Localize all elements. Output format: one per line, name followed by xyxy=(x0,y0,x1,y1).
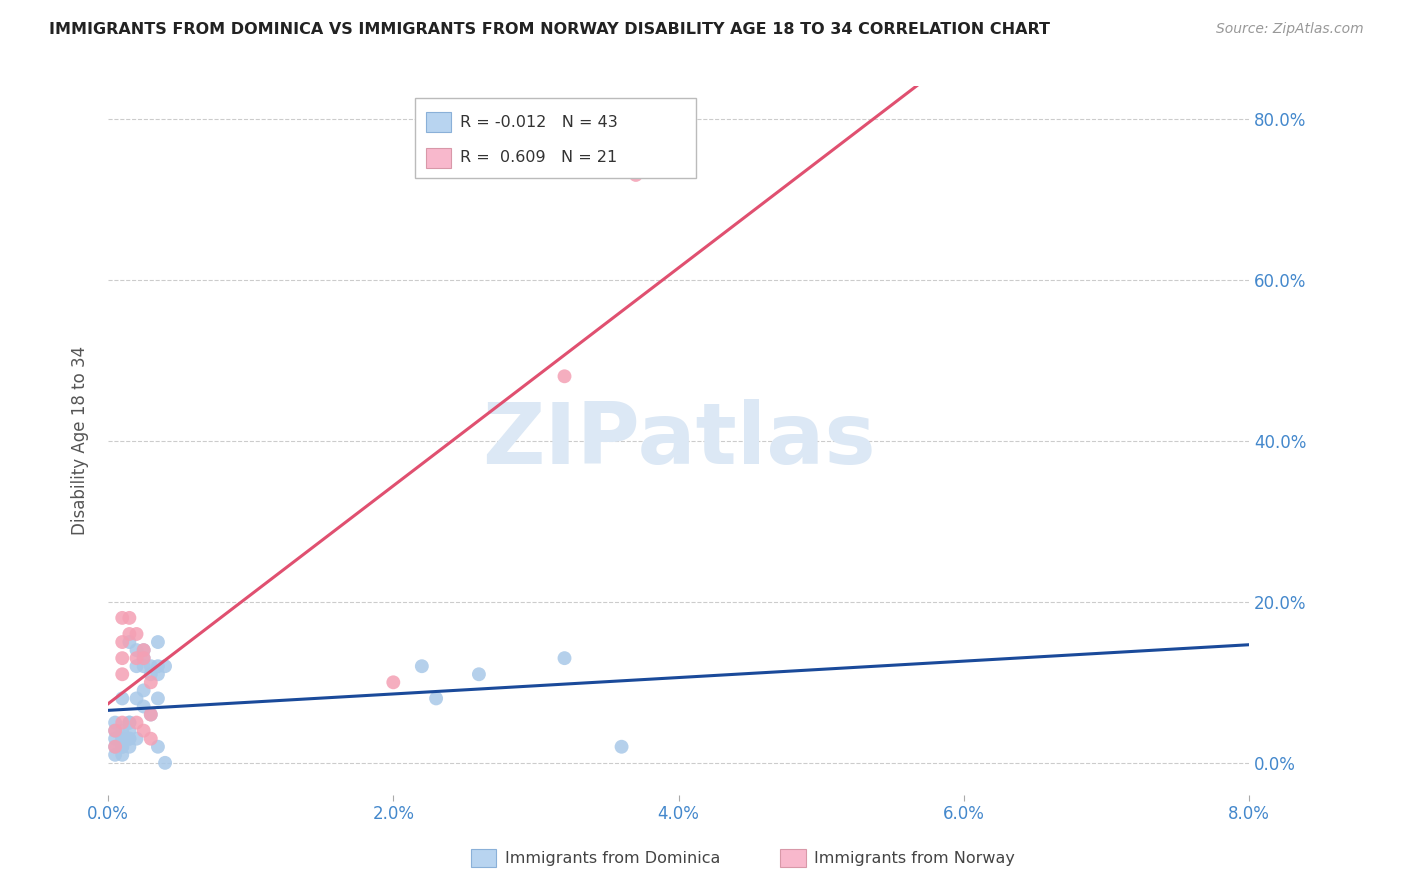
Point xyxy=(125,691,148,706)
Point xyxy=(139,667,162,681)
Point xyxy=(118,731,141,746)
Point xyxy=(111,715,134,730)
Point xyxy=(146,659,169,673)
Point xyxy=(125,731,148,746)
Point xyxy=(139,659,162,673)
Point xyxy=(146,691,169,706)
Text: ZIPatlas: ZIPatlas xyxy=(482,400,876,483)
Point xyxy=(111,739,134,754)
Point xyxy=(118,715,141,730)
Point xyxy=(104,739,127,754)
Point xyxy=(111,667,134,681)
Point xyxy=(610,739,633,754)
Point xyxy=(425,691,447,706)
Point xyxy=(118,635,141,649)
Point xyxy=(132,651,155,665)
Point xyxy=(104,747,127,762)
Point xyxy=(111,651,134,665)
Y-axis label: Disability Age 18 to 34: Disability Age 18 to 34 xyxy=(72,346,89,535)
Point xyxy=(118,611,141,625)
Text: Immigrants from Dominica: Immigrants from Dominica xyxy=(505,851,720,865)
Point xyxy=(553,369,575,384)
Point xyxy=(125,715,148,730)
Point xyxy=(125,643,148,657)
Point xyxy=(125,627,148,641)
Point xyxy=(111,723,134,738)
Point xyxy=(382,675,405,690)
Point xyxy=(153,756,176,770)
Point xyxy=(118,715,141,730)
Point xyxy=(468,667,491,681)
Point xyxy=(111,691,134,706)
Point xyxy=(111,731,134,746)
Point xyxy=(132,699,155,714)
Point xyxy=(125,659,148,673)
Point xyxy=(132,723,155,738)
Point xyxy=(146,739,169,754)
Text: R =  0.609   N = 21: R = 0.609 N = 21 xyxy=(460,151,617,165)
Point xyxy=(411,659,433,673)
Text: IMMIGRANTS FROM DOMINICA VS IMMIGRANTS FROM NORWAY DISABILITY AGE 18 TO 34 CORRE: IMMIGRANTS FROM DOMINICA VS IMMIGRANTS F… xyxy=(49,22,1050,37)
Text: Immigrants from Norway: Immigrants from Norway xyxy=(814,851,1015,865)
Point xyxy=(118,739,141,754)
Point xyxy=(139,675,162,690)
Point xyxy=(104,723,127,738)
Point xyxy=(132,643,155,657)
Point xyxy=(146,667,169,681)
Point xyxy=(139,707,162,722)
Point xyxy=(111,611,134,625)
Point xyxy=(118,627,141,641)
Point xyxy=(132,643,155,657)
Point xyxy=(104,731,127,746)
Point xyxy=(132,651,155,665)
Point xyxy=(111,731,134,746)
Point xyxy=(139,731,162,746)
Point xyxy=(139,707,162,722)
Point xyxy=(146,635,169,649)
Point xyxy=(153,659,176,673)
Point xyxy=(132,659,155,673)
Point xyxy=(111,739,134,754)
Point xyxy=(624,168,647,182)
Point xyxy=(104,723,127,738)
Point xyxy=(553,651,575,665)
Point xyxy=(118,723,141,738)
Point xyxy=(132,683,155,698)
Text: R = -0.012   N = 43: R = -0.012 N = 43 xyxy=(460,115,617,129)
Point xyxy=(125,651,148,665)
Point xyxy=(111,747,134,762)
Point xyxy=(111,635,134,649)
Point xyxy=(104,715,127,730)
Text: Source: ZipAtlas.com: Source: ZipAtlas.com xyxy=(1216,22,1364,37)
Point xyxy=(118,731,141,746)
Point xyxy=(104,739,127,754)
